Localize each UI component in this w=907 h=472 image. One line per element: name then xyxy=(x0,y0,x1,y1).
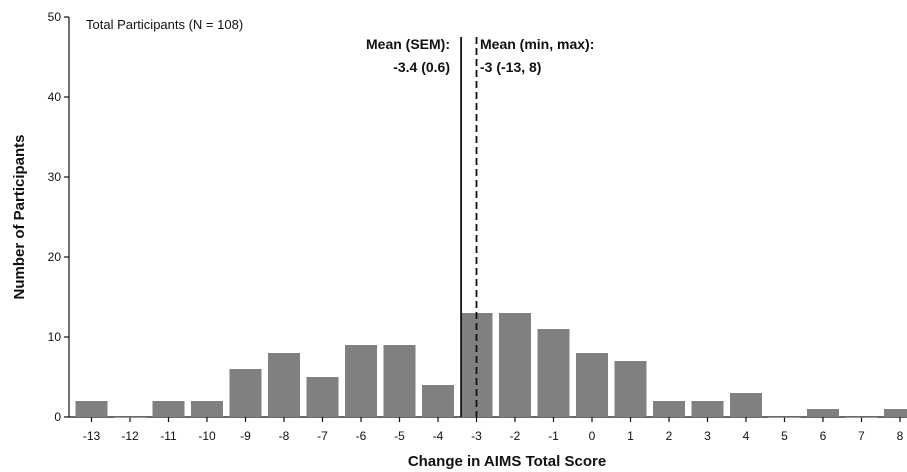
y-tick-label: 10 xyxy=(48,330,62,344)
bar xyxy=(191,401,223,417)
bar xyxy=(614,361,647,417)
x-tick-label: -9 xyxy=(240,429,251,443)
x-tick-label: 8 xyxy=(897,429,904,443)
x-tick-label: -7 xyxy=(317,429,328,443)
x-tick-label: 7 xyxy=(858,429,865,443)
mean-sem-label: Mean (SEM): xyxy=(366,36,450,52)
x-tick-label: -4 xyxy=(433,429,444,443)
participants-annotation: Total Participants (N = 108) xyxy=(86,17,243,32)
x-tick-label: 1 xyxy=(627,429,634,443)
bar xyxy=(730,393,762,417)
x-tick-label: 6 xyxy=(820,429,827,443)
x-tick-label: -1 xyxy=(548,429,559,443)
mean-minmax-value: -3 (-13, 8) xyxy=(480,59,541,75)
y-axis: 0 10 20 30 40 50 xyxy=(48,10,70,424)
bar xyxy=(268,353,300,417)
mean-minmax-label: Mean (min, max): xyxy=(480,36,594,52)
x-axis: -13 -12 -11 -10 -9 -8 -7 -6 -5 -4 -3 -2 -1 0 1 2 3 4 5 6 7 8 xyxy=(69,416,907,443)
bar xyxy=(653,401,685,417)
x-tick-label: -3 xyxy=(471,429,482,443)
bar xyxy=(845,417,878,418)
bar xyxy=(884,409,907,417)
bar xyxy=(422,385,454,417)
y-tick-label: 30 xyxy=(48,170,62,184)
y-tick-label: 50 xyxy=(48,10,62,24)
x-tick-label: -12 xyxy=(121,429,139,443)
bar xyxy=(306,377,339,417)
bar xyxy=(152,401,185,417)
bar xyxy=(114,417,146,418)
bar-series xyxy=(75,313,907,418)
bar xyxy=(768,417,801,418)
reference-lines xyxy=(460,37,478,417)
y-tick-label: 40 xyxy=(48,90,62,104)
x-tick-label: -8 xyxy=(279,429,290,443)
x-tick-label: -5 xyxy=(394,429,405,443)
x-tick-label: -10 xyxy=(198,429,216,443)
y-tick-label: 0 xyxy=(54,410,61,424)
bar xyxy=(537,329,570,417)
x-tick-label: -6 xyxy=(356,429,367,443)
bar xyxy=(460,313,493,417)
mean-sem-value: -3.4 (0.6) xyxy=(393,59,450,75)
bar xyxy=(345,345,377,417)
y-axis-title: Number of Participants xyxy=(11,134,28,299)
x-tick-label: -11 xyxy=(160,429,177,443)
x-tick-label: -13 xyxy=(83,429,101,443)
bar xyxy=(807,409,839,417)
bar xyxy=(576,353,608,417)
bar xyxy=(75,401,108,417)
bar xyxy=(499,313,531,417)
x-tick-label: 3 xyxy=(704,429,711,443)
y-tick-label: 20 xyxy=(48,250,62,264)
x-tick-label: -2 xyxy=(510,429,521,443)
x-axis-title: Change in AIMS Total Score xyxy=(408,453,606,470)
x-tick-label: 2 xyxy=(666,429,673,443)
x-tick-label: 0 xyxy=(589,429,596,443)
bar xyxy=(229,369,262,417)
bar xyxy=(383,345,416,417)
bar xyxy=(691,401,724,417)
x-tick-label: 5 xyxy=(781,429,788,443)
x-tick-label: 4 xyxy=(743,429,750,443)
